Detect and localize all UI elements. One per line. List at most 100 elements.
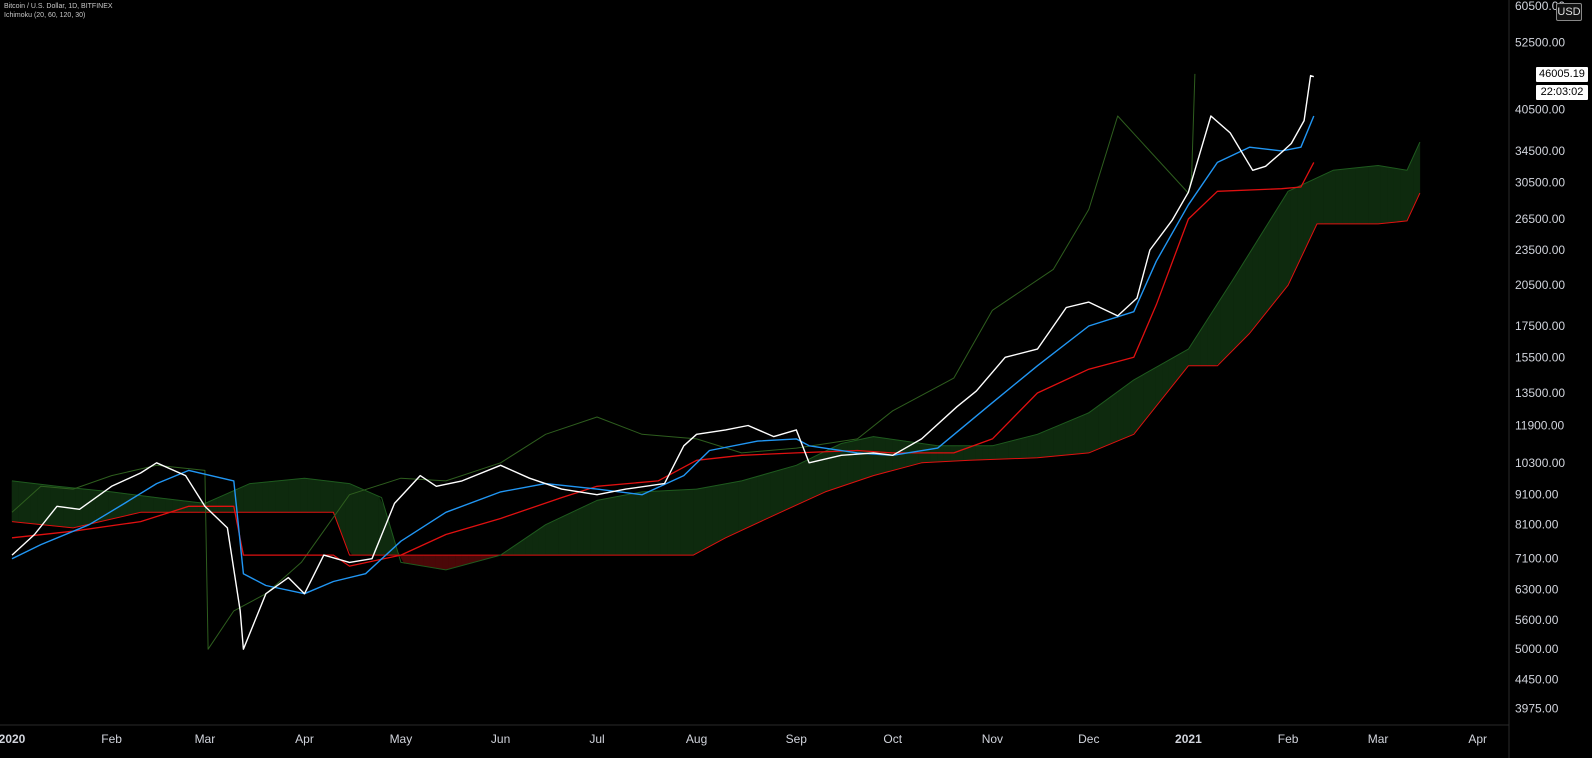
cloud-bullish-segment: [1220, 287, 1228, 364]
x-tick-label: Nov: [982, 732, 1003, 746]
cloud-bearish-segment: [423, 554, 431, 568]
cloud-bullish-segment: [243, 483, 251, 513]
cloud-bullish-segment: [628, 492, 636, 556]
cloud-bullish-segment: [1271, 205, 1279, 307]
currency-button[interactable]: USD: [1556, 3, 1582, 21]
cloud-bearish-segment: [429, 554, 437, 569]
y-tick-label: 20500.00: [1515, 278, 1565, 292]
cloud-bullish-segment: [744, 477, 752, 530]
cloud-bullish-segment: [153, 496, 161, 513]
cloud-bullish-segment: [738, 479, 746, 533]
y-tick-label: 30500.00: [1515, 176, 1565, 190]
cloud-bullish-segment: [1252, 236, 1260, 331]
cloud-bullish-segment: [294, 478, 302, 513]
cloud-bullish-segment: [847, 440, 855, 485]
cloud-bullish-segment: [262, 481, 270, 513]
bar-countdown-label: 22:03:02: [1536, 85, 1588, 100]
cloud-bullish-segment: [770, 470, 778, 518]
cloud-bullish-segment: [564, 512, 572, 556]
cloud-bullish-segment: [24, 482, 32, 524]
cloud-bullish-segment: [1065, 419, 1074, 456]
cloud-bullish-segment: [840, 441, 849, 487]
y-tick-label: 13500.00: [1515, 386, 1565, 400]
x-tick-label: Feb: [1278, 732, 1299, 746]
cloud-bearish-segment: [448, 554, 456, 570]
cloud-bullish-segment: [191, 501, 199, 513]
cloud-bullish-segment: [667, 489, 675, 556]
cloud-bullish-segment: [995, 442, 1003, 460]
x-tick-label: Aug: [686, 732, 707, 746]
cloud-bullish-segment: [866, 436, 874, 479]
cloud-bullish-segment: [1059, 421, 1067, 456]
cloud-bullish-segment: [603, 497, 611, 556]
cloud-bullish-segment: [609, 496, 617, 556]
cloud-bullish-segment: [988, 444, 996, 460]
time-axis[interactable]: 2020 Feb Mar Apr May Jun Jul Aug Sep Oct Nov Dec 202…: [0, 732, 1487, 746]
y-tick-label: 9100.00: [1515, 488, 1559, 502]
cloud-bullish-segment: [223, 491, 231, 513]
cloud-bullish-segment: [1110, 391, 1119, 445]
y-tick-label: 52500.00: [1515, 36, 1565, 50]
y-tick-label: 3975.00: [1515, 701, 1559, 715]
y-tick-label: 23500.00: [1515, 243, 1565, 257]
x-tick-label: Mar: [195, 732, 216, 746]
cloud-bullish-segment: [873, 436, 881, 476]
cloud-bullish-segment: [1123, 381, 1131, 439]
cloud-bullish-segment: [860, 437, 868, 481]
cloud-bullish-segment: [538, 524, 546, 556]
cloud-bullish-segment: [82, 488, 90, 527]
cloud-bullish-segment: [365, 490, 373, 556]
cloud-bullish-segment: [1368, 165, 1376, 225]
cloud-bullish-segment: [275, 480, 283, 513]
x-tick-label: Oct: [883, 732, 902, 746]
cloud-bullish-segment: [268, 480, 276, 513]
cloud-bullish-segment: [551, 518, 559, 556]
cloud-bullish-segment: [731, 481, 739, 536]
cloud-bullish-segment: [281, 479, 289, 513]
cloud-bullish-segment: [1104, 395, 1112, 447]
cloud-bullish-segment: [583, 503, 591, 556]
cloud-bullish-segment: [1387, 166, 1395, 224]
price-line: [11, 74, 1315, 650]
cloud-bullish-segment: [1265, 216, 1273, 315]
cloud-bullish-segment: [1046, 427, 1054, 458]
cloud-bullish-segment: [1020, 436, 1029, 459]
y-tick-label: 17500.00: [1515, 319, 1565, 333]
cloud-bullish-segment: [558, 515, 566, 556]
cloud-bullish-segment: [975, 445, 984, 461]
cloud-bullish-segment: [1027, 434, 1035, 459]
leading-span-b-line: [11, 192, 1421, 556]
cloud-bullish-segment: [236, 485, 244, 513]
cloud-bullish-segment: [1323, 171, 1331, 225]
cloud-bullish-segment: [930, 444, 939, 463]
x-tick-label: Sep: [786, 732, 808, 746]
cloud-bullish-segment: [590, 499, 598, 556]
cloud-bullish-segment: [821, 449, 829, 494]
cloud-bullish-segment: [288, 478, 296, 513]
cloud-bullish-segment: [1329, 169, 1337, 225]
cloud-bullish-segment: [352, 484, 360, 556]
chart-series-lines: [11, 73, 1421, 650]
cloud-bullish-segment: [783, 466, 791, 512]
cloud-bullish-segment: [1213, 297, 1221, 367]
symbol-title: Bitcoin / U.S. Dollar, 1D, BITFINEX: [4, 3, 113, 10]
cloud-bullish-segment: [802, 458, 810, 503]
cloud-bullish-segment: [1393, 167, 1401, 223]
cloud-bullish-segment: [1335, 168, 1344, 225]
cloud-bullish-segment: [1355, 166, 1363, 225]
lagging-span-line: [11, 73, 1196, 650]
cloud-bullish-segment: [37, 483, 45, 526]
cloud-bullish-segment: [1143, 370, 1151, 424]
cloud-bullish-segment: [1085, 409, 1093, 454]
cloud-bullish-segment: [622, 493, 630, 556]
x-tick-label: 2020: [0, 732, 26, 746]
y-tick-label: 15500.00: [1515, 350, 1565, 364]
cloud-bullish-segment: [1278, 195, 1286, 299]
cloud-bullish-segment: [570, 509, 579, 556]
cloud-bullish-segment: [1136, 373, 1144, 432]
price-axis[interactable]: 60500.00 52500.00 40500.00 34500.00 30500.00…: [1515, 0, 1565, 715]
cloud-bullish-segment: [828, 446, 836, 492]
cloud-bullish-segment: [725, 482, 733, 539]
cloud-bullish-segment: [1342, 168, 1350, 225]
